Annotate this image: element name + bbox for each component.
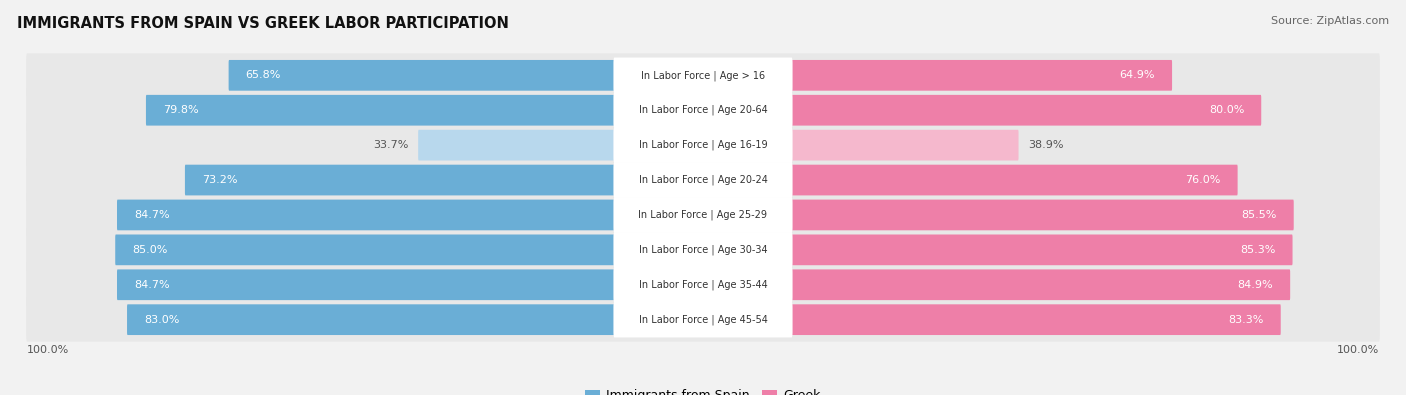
FancyBboxPatch shape — [117, 199, 619, 230]
FancyBboxPatch shape — [787, 235, 1292, 265]
FancyBboxPatch shape — [613, 162, 793, 198]
FancyBboxPatch shape — [787, 95, 1261, 126]
Text: 85.3%: 85.3% — [1240, 245, 1275, 255]
Text: 83.0%: 83.0% — [143, 315, 180, 325]
Text: 33.7%: 33.7% — [374, 140, 409, 150]
Text: 100.0%: 100.0% — [1337, 345, 1379, 355]
Text: In Labor Force | Age 20-24: In Labor Force | Age 20-24 — [638, 175, 768, 185]
FancyBboxPatch shape — [613, 232, 793, 268]
FancyBboxPatch shape — [787, 304, 1281, 335]
Text: Source: ZipAtlas.com: Source: ZipAtlas.com — [1271, 16, 1389, 26]
Text: 76.0%: 76.0% — [1185, 175, 1220, 185]
FancyBboxPatch shape — [27, 158, 1379, 202]
Text: 85.0%: 85.0% — [132, 245, 167, 255]
Text: 80.0%: 80.0% — [1209, 105, 1244, 115]
Text: In Labor Force | Age 25-29: In Labor Force | Age 25-29 — [638, 210, 768, 220]
FancyBboxPatch shape — [787, 130, 1018, 160]
FancyBboxPatch shape — [613, 267, 793, 303]
FancyBboxPatch shape — [117, 269, 619, 300]
Text: In Labor Force | Age 45-54: In Labor Force | Age 45-54 — [638, 314, 768, 325]
Text: IMMIGRANTS FROM SPAIN VS GREEK LABOR PARTICIPATION: IMMIGRANTS FROM SPAIN VS GREEK LABOR PAR… — [17, 16, 509, 31]
FancyBboxPatch shape — [127, 304, 619, 335]
Text: 84.9%: 84.9% — [1237, 280, 1274, 290]
FancyBboxPatch shape — [27, 88, 1379, 132]
Text: 73.2%: 73.2% — [202, 175, 238, 185]
FancyBboxPatch shape — [613, 127, 793, 163]
Text: In Labor Force | Age > 16: In Labor Force | Age > 16 — [641, 70, 765, 81]
FancyBboxPatch shape — [613, 92, 793, 128]
FancyBboxPatch shape — [613, 197, 793, 233]
FancyBboxPatch shape — [27, 263, 1379, 307]
Legend: Immigrants from Spain, Greek: Immigrants from Spain, Greek — [581, 384, 825, 395]
Text: In Labor Force | Age 16-19: In Labor Force | Age 16-19 — [638, 140, 768, 150]
Text: 79.8%: 79.8% — [163, 105, 198, 115]
Text: 84.7%: 84.7% — [134, 280, 170, 290]
FancyBboxPatch shape — [27, 53, 1379, 97]
FancyBboxPatch shape — [146, 95, 619, 126]
FancyBboxPatch shape — [613, 58, 793, 93]
Text: 83.3%: 83.3% — [1229, 315, 1264, 325]
FancyBboxPatch shape — [229, 60, 619, 91]
FancyBboxPatch shape — [787, 199, 1294, 230]
FancyBboxPatch shape — [186, 165, 619, 196]
Text: 84.7%: 84.7% — [134, 210, 170, 220]
FancyBboxPatch shape — [787, 269, 1291, 300]
FancyBboxPatch shape — [787, 165, 1237, 196]
Text: 64.9%: 64.9% — [1119, 70, 1156, 80]
FancyBboxPatch shape — [115, 235, 619, 265]
FancyBboxPatch shape — [787, 60, 1173, 91]
Text: In Labor Force | Age 30-34: In Labor Force | Age 30-34 — [638, 245, 768, 255]
Text: 85.5%: 85.5% — [1241, 210, 1277, 220]
Text: 100.0%: 100.0% — [27, 345, 69, 355]
FancyBboxPatch shape — [613, 302, 793, 337]
FancyBboxPatch shape — [27, 298, 1379, 342]
FancyBboxPatch shape — [27, 193, 1379, 237]
Text: In Labor Force | Age 35-44: In Labor Force | Age 35-44 — [638, 280, 768, 290]
Text: In Labor Force | Age 20-64: In Labor Force | Age 20-64 — [638, 105, 768, 115]
Text: 65.8%: 65.8% — [246, 70, 281, 80]
FancyBboxPatch shape — [418, 130, 619, 160]
FancyBboxPatch shape — [27, 123, 1379, 167]
Text: 38.9%: 38.9% — [1028, 140, 1063, 150]
FancyBboxPatch shape — [27, 228, 1379, 272]
